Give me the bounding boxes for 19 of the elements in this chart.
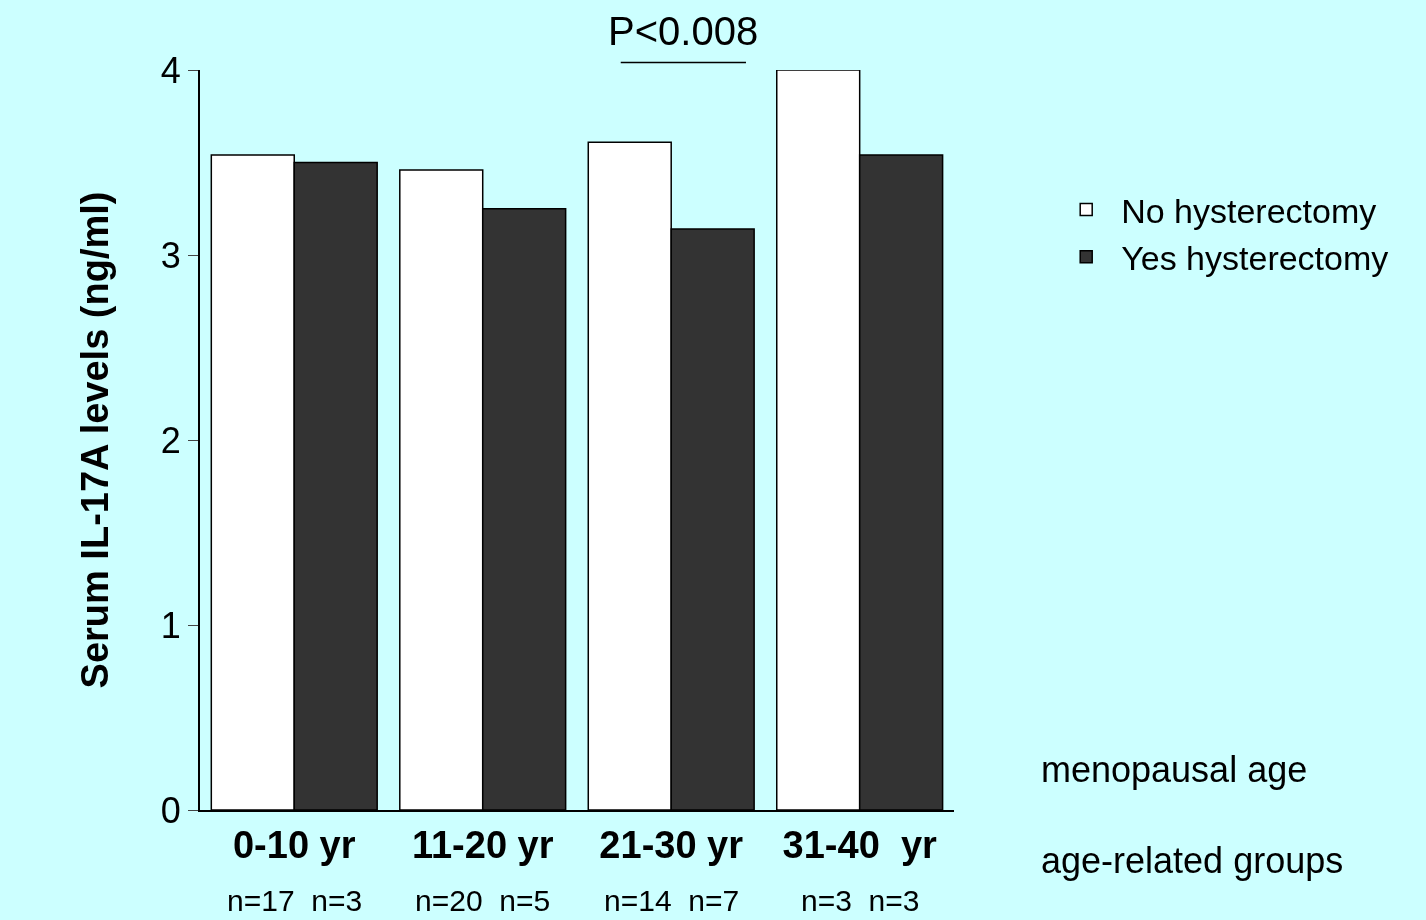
y-tick-label: 0 <box>160 789 181 831</box>
legend-label: Yes hysterectomy <box>1121 239 1389 278</box>
y-tick-label: 4 <box>160 49 181 91</box>
x-tick-label: 31-40 yr <box>782 823 937 866</box>
text: n=20 n=5 <box>415 884 551 917</box>
text: n=17 n=3 <box>227 884 363 917</box>
text: menopausal age <box>1041 749 1308 790</box>
text: n=14 n=7 <box>604 884 740 917</box>
x-tick-label: 0-10 yr <box>232 823 356 866</box>
y-tick-label: 1 <box>160 604 181 646</box>
y-tick-label: 3 <box>160 234 181 276</box>
text: n=3 n=3 <box>801 884 920 917</box>
x-tick-label: 11-20 yr <box>411 823 554 866</box>
x-tick-label: 21-30 yr <box>599 823 744 866</box>
legend-label: No hysterectomy <box>1121 191 1377 230</box>
y-tick-label: 2 <box>160 419 181 461</box>
y-axis-title: Serum IL-17A levels (ng/ml) <box>74 191 117 689</box>
text: P<0.008 <box>608 9 759 53</box>
text: age-related groups <box>1041 840 1344 881</box>
